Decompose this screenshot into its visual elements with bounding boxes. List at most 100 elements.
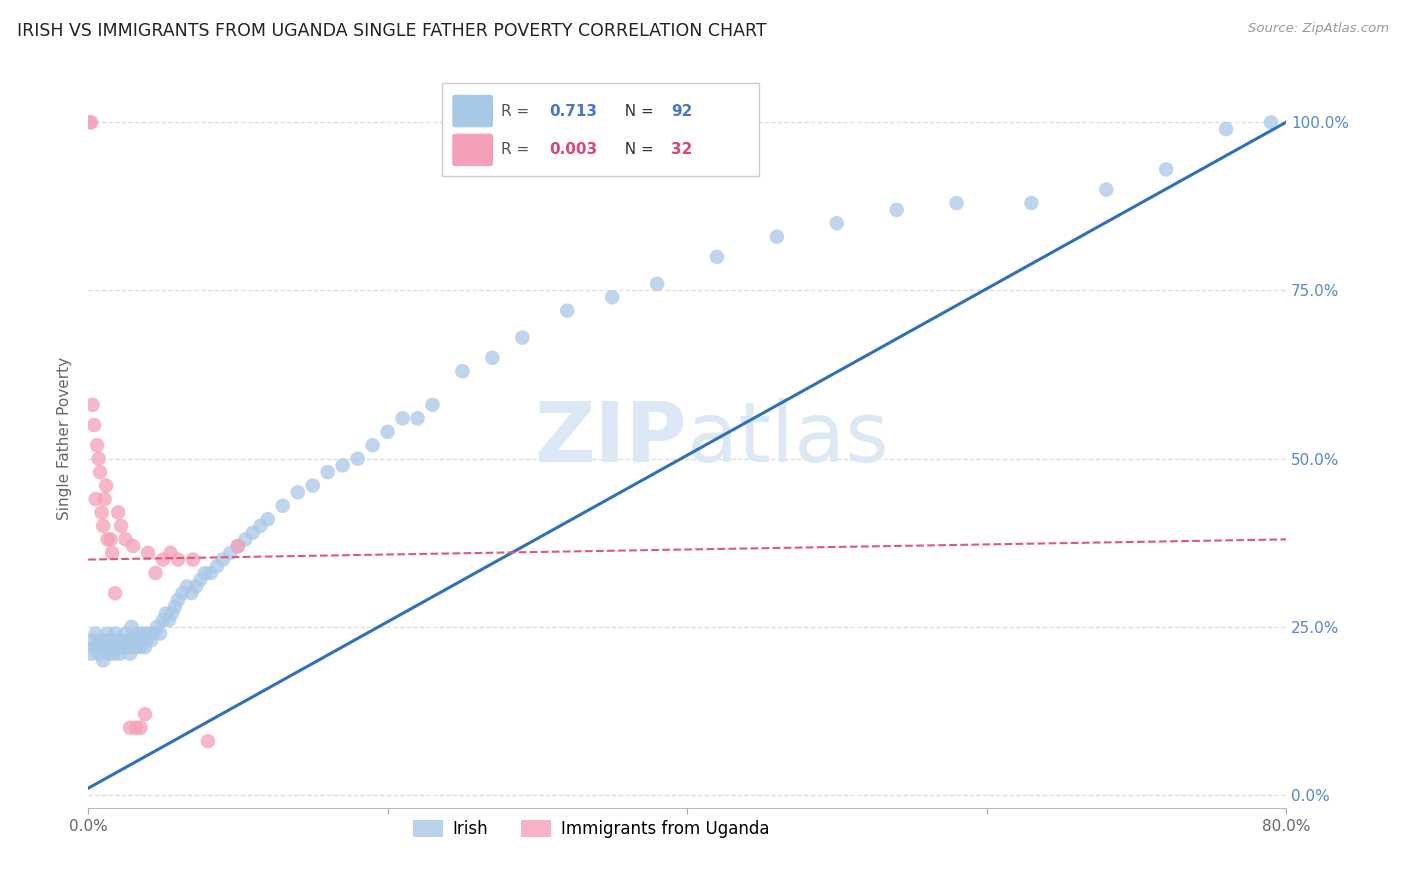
Point bbox=[1215, 122, 1237, 136]
Text: 0.713: 0.713 bbox=[550, 103, 598, 119]
Point bbox=[271, 499, 294, 513]
Point bbox=[110, 640, 132, 654]
Point bbox=[108, 647, 131, 661]
Point bbox=[249, 519, 271, 533]
Point bbox=[114, 626, 136, 640]
Point bbox=[93, 491, 115, 506]
Point bbox=[406, 411, 429, 425]
Point bbox=[301, 478, 323, 492]
Point bbox=[89, 465, 111, 479]
Point bbox=[167, 593, 190, 607]
Point bbox=[422, 398, 444, 412]
Point bbox=[82, 633, 104, 648]
Point bbox=[129, 721, 152, 735]
Point bbox=[825, 216, 848, 230]
Y-axis label: Single Father Poverty: Single Father Poverty bbox=[58, 357, 72, 520]
Point bbox=[103, 647, 125, 661]
Point bbox=[79, 115, 101, 129]
Point bbox=[149, 626, 172, 640]
Point bbox=[706, 250, 728, 264]
Point bbox=[93, 633, 115, 648]
Point bbox=[107, 506, 129, 520]
Point bbox=[1154, 162, 1177, 177]
FancyBboxPatch shape bbox=[453, 95, 494, 128]
Point bbox=[190, 573, 212, 587]
Point bbox=[86, 438, 108, 452]
Text: Source: ZipAtlas.com: Source: ZipAtlas.com bbox=[1249, 22, 1389, 36]
Point bbox=[287, 485, 309, 500]
Point bbox=[136, 546, 159, 560]
Point bbox=[645, 277, 668, 291]
Point bbox=[1095, 183, 1118, 197]
Point bbox=[87, 451, 110, 466]
Point bbox=[157, 613, 180, 627]
Point bbox=[600, 290, 623, 304]
Point bbox=[945, 196, 967, 211]
Point bbox=[105, 640, 128, 654]
Point bbox=[886, 202, 908, 217]
Point bbox=[361, 438, 384, 452]
Point bbox=[242, 525, 264, 540]
Point bbox=[172, 586, 194, 600]
Point bbox=[90, 506, 112, 520]
FancyBboxPatch shape bbox=[453, 134, 494, 166]
Point bbox=[100, 640, 122, 654]
Point bbox=[117, 633, 139, 648]
Point bbox=[86, 640, 108, 654]
Point bbox=[80, 115, 103, 129]
Point bbox=[145, 566, 167, 580]
Point bbox=[219, 546, 242, 560]
Point bbox=[152, 552, 174, 566]
Point bbox=[180, 586, 202, 600]
Point bbox=[134, 640, 156, 654]
Point bbox=[205, 559, 228, 574]
Text: R =: R = bbox=[502, 143, 534, 157]
Point bbox=[89, 633, 111, 648]
Text: 92: 92 bbox=[672, 103, 693, 119]
Point bbox=[98, 647, 121, 661]
Point bbox=[316, 465, 339, 479]
Point bbox=[128, 633, 150, 648]
Point bbox=[104, 626, 127, 640]
Point bbox=[135, 633, 157, 648]
Point bbox=[146, 620, 169, 634]
Point bbox=[80, 647, 103, 661]
Point bbox=[136, 626, 159, 640]
Point bbox=[143, 626, 166, 640]
Point bbox=[90, 640, 112, 654]
Point bbox=[197, 734, 219, 748]
Point bbox=[107, 633, 129, 648]
Point bbox=[125, 640, 148, 654]
Text: IRISH VS IMMIGRANTS FROM UGANDA SINGLE FATHER POVERTY CORRELATION CHART: IRISH VS IMMIGRANTS FROM UGANDA SINGLE F… bbox=[17, 22, 766, 40]
Point bbox=[1021, 196, 1043, 211]
Point bbox=[152, 613, 174, 627]
Point bbox=[134, 707, 156, 722]
Point bbox=[122, 539, 145, 553]
Text: N =: N = bbox=[616, 143, 659, 157]
Point bbox=[91, 519, 114, 533]
Point bbox=[100, 533, 122, 547]
Point bbox=[181, 552, 204, 566]
Point bbox=[226, 539, 249, 553]
Point bbox=[167, 552, 190, 566]
Point bbox=[101, 546, 124, 560]
Point bbox=[120, 721, 142, 735]
Point bbox=[127, 626, 149, 640]
Point bbox=[91, 653, 114, 667]
Point bbox=[391, 411, 413, 425]
Point bbox=[129, 640, 152, 654]
Point bbox=[176, 579, 198, 593]
Point bbox=[160, 607, 183, 621]
Point bbox=[555, 303, 578, 318]
Point bbox=[184, 579, 207, 593]
Legend: Irish, Immigrants from Uganda: Irish, Immigrants from Uganda bbox=[406, 813, 776, 845]
Point bbox=[94, 478, 117, 492]
Point bbox=[226, 539, 249, 553]
Point bbox=[451, 364, 474, 378]
Point bbox=[512, 330, 534, 344]
Text: ZIP: ZIP bbox=[534, 398, 688, 479]
Point bbox=[377, 425, 399, 439]
Point bbox=[125, 721, 148, 735]
Text: atlas: atlas bbox=[688, 398, 889, 479]
Point bbox=[115, 640, 138, 654]
